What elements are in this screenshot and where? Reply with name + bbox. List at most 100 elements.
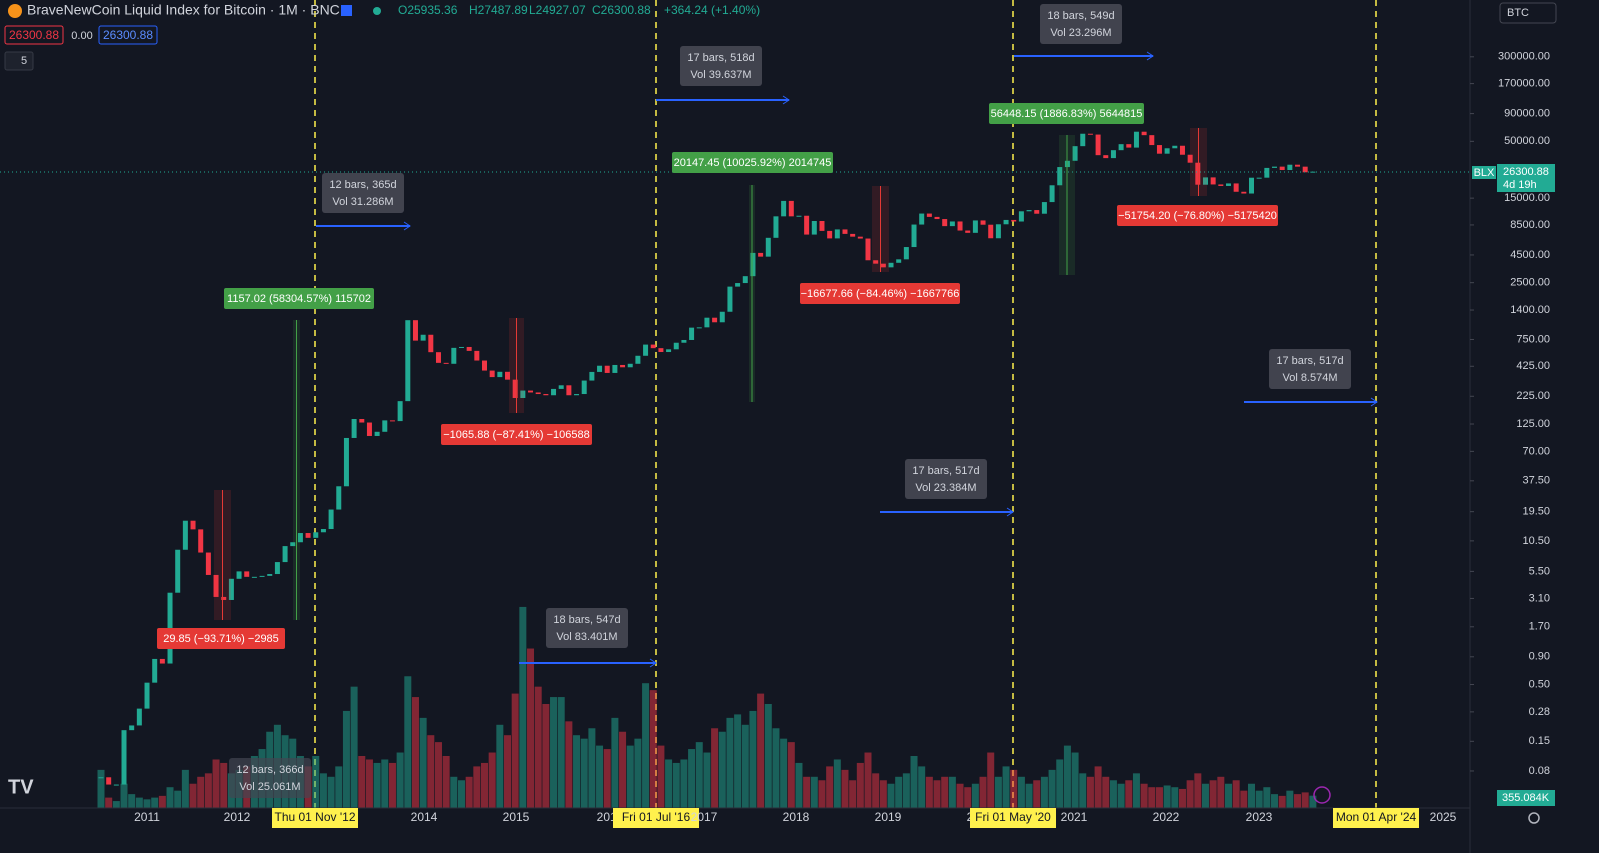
candle <box>888 262 894 268</box>
y-tick-label: 225.00 <box>1516 390 1550 402</box>
volume-bar <box>220 762 228 808</box>
candle <box>1018 211 1024 222</box>
candle <box>336 486 342 510</box>
range-label: 20147.45 (10025.92%) 2014745 <box>674 157 832 169</box>
volume-bar <box>434 742 442 808</box>
volume-bar <box>442 756 450 808</box>
range-info-box <box>680 46 762 86</box>
bid-box[interactable] <box>4 25 64 45</box>
alert-icon[interactable] <box>1313 786 1331 804</box>
candle <box>1034 210 1040 214</box>
candle <box>474 350 480 361</box>
candle <box>466 346 472 351</box>
volume-bar <box>189 783 197 808</box>
y-tick-label: 170000.00 <box>1498 78 1550 90</box>
volume-bar <box>1278 795 1286 808</box>
volume-bar <box>588 728 596 808</box>
candle <box>911 224 917 248</box>
volume-bar <box>542 704 550 808</box>
volume-bar <box>1171 787 1179 808</box>
candle <box>873 260 879 264</box>
volume-bar <box>603 749 611 808</box>
candle <box>1049 185 1055 203</box>
volume-bar <box>388 762 396 808</box>
candle <box>1287 164 1293 171</box>
candle <box>627 363 633 368</box>
volume-bar <box>764 704 772 808</box>
candle <box>1195 162 1201 185</box>
volume-bar <box>1224 783 1232 808</box>
range-label: 29.85 (−93.71%) −2985 <box>163 633 279 645</box>
volume-bar <box>688 749 696 808</box>
candle <box>535 392 541 395</box>
candle <box>696 327 702 329</box>
x-tick-label: 2018 <box>783 810 810 824</box>
volume-bar <box>864 752 872 808</box>
volume-bar <box>488 752 496 808</box>
flag-icon[interactable] <box>341 5 352 16</box>
settings-icon[interactable] <box>1528 812 1540 824</box>
volume-bar <box>342 710 350 808</box>
candle <box>1233 183 1239 192</box>
candle <box>213 574 219 597</box>
range-label: 1157.02 (58304.57%) 115702 <box>227 293 371 305</box>
arrow-head <box>403 221 411 231</box>
y-tick-label: 125.00 <box>1516 418 1550 430</box>
volume-bar <box>649 690 657 808</box>
range-volume: Vol 39.637M <box>690 69 751 81</box>
volume-bar <box>174 790 182 808</box>
volume-bar <box>457 780 465 808</box>
currency-select[interactable] <box>1499 2 1557 24</box>
volume-bar <box>1017 776 1025 808</box>
volume-bar <box>1263 787 1271 808</box>
volume-bar <box>626 745 634 808</box>
candle <box>581 380 587 395</box>
volume-bar <box>1117 783 1125 808</box>
y-tick-label: 0.28 <box>1529 706 1550 718</box>
candle <box>98 777 104 779</box>
volume-bar <box>910 756 918 808</box>
ask-box[interactable] <box>98 25 158 45</box>
volume-bar <box>327 776 335 808</box>
date-marker-box <box>613 808 699 828</box>
range-info-box <box>905 459 987 499</box>
volume-bar <box>741 724 749 808</box>
x-tick-label: 2023 <box>1246 810 1273 824</box>
candle <box>750 252 756 277</box>
candle <box>175 549 181 593</box>
candle <box>689 327 695 340</box>
volume-bar <box>404 676 412 808</box>
candle <box>198 529 204 553</box>
candle <box>343 437 349 487</box>
volume-bar <box>1079 773 1087 808</box>
volume-bar <box>964 787 972 808</box>
range-label-box <box>672 152 833 173</box>
x-tick-label: Fri 01 May '20 <box>975 810 1051 824</box>
volume-bar <box>772 728 780 808</box>
candle <box>965 230 971 233</box>
volume-bar <box>956 783 964 808</box>
candle <box>719 311 725 323</box>
candle <box>612 364 618 373</box>
candle <box>267 574 273 576</box>
candle <box>366 422 372 436</box>
volume-bar <box>411 697 419 808</box>
candle <box>949 221 955 227</box>
candle <box>926 213 932 217</box>
candle <box>1249 177 1254 194</box>
volume-bar <box>1056 759 1064 808</box>
date-marker-box <box>970 808 1056 828</box>
y-tick-label: 425.00 <box>1516 360 1550 372</box>
volume-bar <box>672 762 680 808</box>
indicator-toggle[interactable] <box>4 51 34 71</box>
y-tick-label: 5.50 <box>1529 565 1550 577</box>
volume-bar <box>573 735 581 808</box>
candle <box>880 263 886 268</box>
candle <box>420 334 426 341</box>
y-tick-label: 50000.00 <box>1504 135 1550 147</box>
symbol-title[interactable]: BraveNewCoin Liquid Index for Bitcoin · … <box>27 2 340 18</box>
candle <box>896 259 902 263</box>
volume-bar <box>994 776 1002 808</box>
volume-bar <box>580 738 588 808</box>
